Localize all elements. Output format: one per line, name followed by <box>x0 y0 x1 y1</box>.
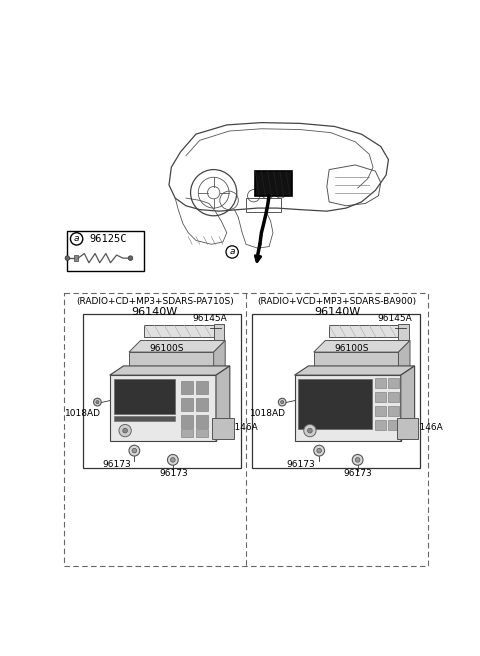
Bar <box>67 231 144 271</box>
Polygon shape <box>214 340 225 383</box>
Text: a: a <box>229 247 235 256</box>
Bar <box>375 406 386 416</box>
Bar <box>129 352 214 383</box>
Bar <box>114 416 175 420</box>
Circle shape <box>168 455 178 465</box>
Circle shape <box>308 428 312 433</box>
Bar <box>388 379 399 388</box>
Bar <box>252 314 420 468</box>
Text: (RADIO+VCD+MP3+SDARS-BA900): (RADIO+VCD+MP3+SDARS-BA900) <box>258 297 417 306</box>
Bar <box>180 415 193 428</box>
Bar <box>375 420 386 430</box>
Bar <box>397 417 419 439</box>
Circle shape <box>132 448 137 453</box>
Text: 96173: 96173 <box>344 469 372 478</box>
Circle shape <box>314 445 324 456</box>
Text: 1018AD: 1018AD <box>250 409 286 418</box>
Bar <box>398 323 409 340</box>
Bar <box>329 325 398 337</box>
Bar <box>196 429 208 437</box>
Bar <box>180 381 193 394</box>
Polygon shape <box>295 366 415 375</box>
Circle shape <box>352 455 363 465</box>
Bar <box>196 381 208 394</box>
Bar <box>375 379 386 388</box>
Bar <box>388 406 399 416</box>
Text: 96100S: 96100S <box>150 344 184 353</box>
Text: 96125C: 96125C <box>89 234 126 244</box>
Bar <box>196 398 208 411</box>
Circle shape <box>281 401 284 403</box>
Circle shape <box>128 256 133 260</box>
Circle shape <box>170 458 175 462</box>
Text: 96173: 96173 <box>102 460 131 469</box>
Text: a: a <box>74 234 79 243</box>
Text: 96140W: 96140W <box>314 307 360 317</box>
Circle shape <box>94 398 101 406</box>
Polygon shape <box>398 340 410 383</box>
Polygon shape <box>401 366 415 441</box>
Circle shape <box>65 256 70 260</box>
Circle shape <box>304 424 316 437</box>
Bar <box>180 398 193 411</box>
Text: 96145A: 96145A <box>377 314 412 323</box>
Bar <box>375 392 386 402</box>
Text: 96145A: 96145A <box>192 314 227 323</box>
Circle shape <box>355 458 360 462</box>
Bar <box>246 198 281 212</box>
Circle shape <box>123 428 127 433</box>
Circle shape <box>317 448 322 453</box>
Polygon shape <box>216 366 230 441</box>
Text: 96146A: 96146A <box>408 423 443 432</box>
Polygon shape <box>314 340 410 352</box>
Bar <box>73 255 78 261</box>
Bar <box>255 171 292 195</box>
Bar <box>314 352 398 383</box>
Text: (RADIO+CD+MP3+SDARS-PA710S): (RADIO+CD+MP3+SDARS-PA710S) <box>76 297 234 306</box>
Text: 96146A: 96146A <box>224 423 258 432</box>
Circle shape <box>119 424 131 437</box>
Bar <box>212 417 234 439</box>
Circle shape <box>96 401 99 403</box>
Text: 96140W: 96140W <box>132 307 178 317</box>
Bar <box>83 314 240 468</box>
Bar <box>144 325 214 337</box>
Circle shape <box>129 445 140 456</box>
Polygon shape <box>129 340 225 352</box>
Bar <box>299 379 372 429</box>
Bar <box>196 415 208 428</box>
Text: 96100S: 96100S <box>335 344 369 353</box>
Text: 1018AD: 1018AD <box>65 409 101 418</box>
Bar <box>295 375 401 441</box>
Bar <box>214 323 225 340</box>
Bar <box>114 379 175 414</box>
Bar <box>388 420 399 430</box>
Text: 96173: 96173 <box>287 460 315 469</box>
Bar <box>180 429 193 437</box>
Bar <box>110 375 216 441</box>
Bar <box>388 392 399 402</box>
Circle shape <box>278 398 286 406</box>
Polygon shape <box>110 366 230 375</box>
Bar <box>63 293 429 566</box>
Text: 96173: 96173 <box>159 469 188 478</box>
